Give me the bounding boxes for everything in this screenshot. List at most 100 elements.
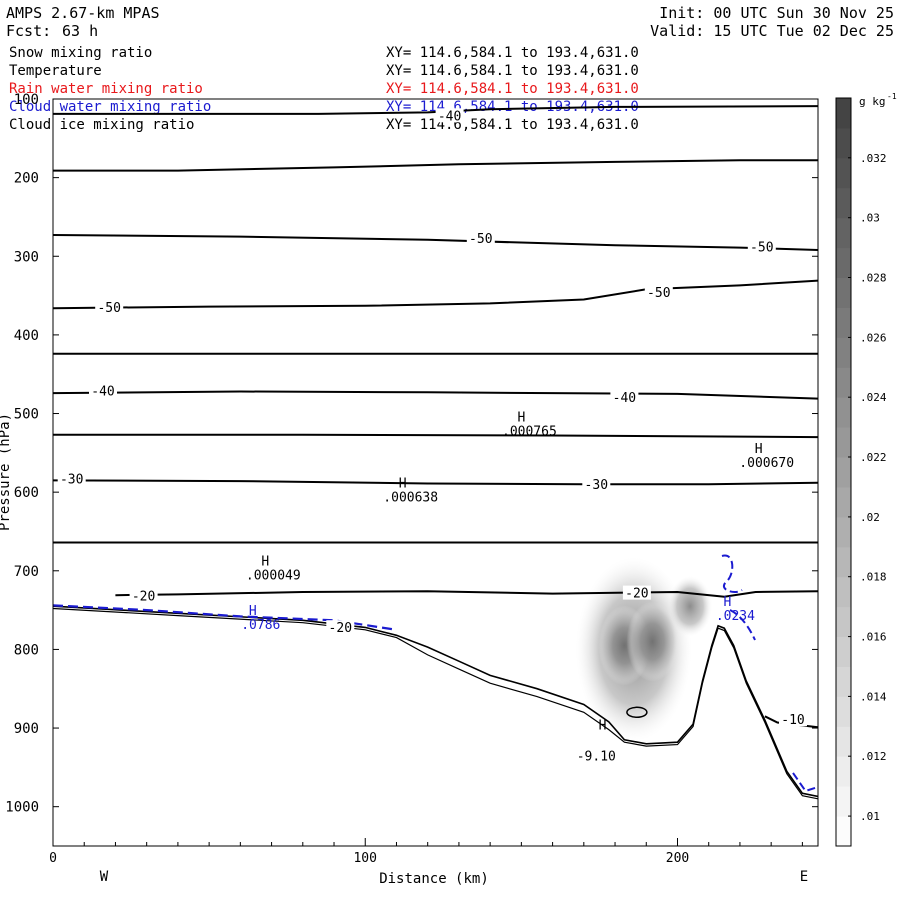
temperature-contour <box>53 433 818 439</box>
cloud-water-contour <box>721 554 743 593</box>
west-label: W <box>100 869 109 885</box>
contour-label: -40 <box>613 391 636 406</box>
contour-label-bg <box>57 471 86 486</box>
colorbar-swatch <box>836 606 851 637</box>
maxima-markers: H.000765H.000670H.000638H.000049H.0786H.… <box>241 410 794 733</box>
colorbar-swatch <box>836 127 851 159</box>
field-xy-range: XY= 114.6,584.1 to 193.4,631.0 <box>386 45 639 61</box>
max-marker: H <box>723 595 731 610</box>
colorbar-swatch <box>836 786 851 817</box>
x-tick-label: 100 <box>353 851 376 866</box>
field-name: Snow mixing ratio <box>9 45 153 61</box>
y-tick-label: 800 <box>14 642 39 658</box>
model-title: AMPS 2.67-km MPAS <box>6 4 160 22</box>
y-tick-label: 900 <box>14 721 39 737</box>
colorbar-swatch <box>836 756 851 787</box>
colorbar-swatch <box>836 636 851 667</box>
contour-label: -20 <box>329 621 352 636</box>
colorbar-swatch <box>836 816 851 847</box>
field-name: Temperature <box>9 63 102 79</box>
max-marker: H <box>399 476 407 491</box>
contour-label-bg <box>95 300 124 315</box>
cloud-water-contour <box>53 604 397 631</box>
y-tick-label: 700 <box>14 564 39 580</box>
colorbar-swatch <box>836 307 851 338</box>
colorbar-swatch <box>836 337 851 368</box>
max-value: .000765 <box>502 424 557 439</box>
contour-label: -50 <box>97 301 120 316</box>
terrain-layer <box>53 554 818 800</box>
y-tick-label: 200 <box>14 171 39 187</box>
contour-label: -50 <box>469 232 492 247</box>
contour-label-bg <box>466 231 495 245</box>
terrain-contour <box>53 607 818 800</box>
colorbar-swatch <box>836 696 851 727</box>
contour-label: -20 <box>132 590 155 605</box>
contour-label-bg <box>622 585 651 600</box>
temperature-contour <box>53 479 818 486</box>
max-value: .000049 <box>246 568 301 583</box>
contour-label: -9.10 <box>577 749 616 764</box>
colorbar-unit-exponent: -1 <box>887 92 897 101</box>
contour-label-bg <box>747 239 776 254</box>
contour-label: -40 <box>91 385 114 400</box>
y-tick-label: 100 <box>14 92 39 108</box>
colorbar-label: .024 <box>860 391 887 404</box>
max-value: .000638 <box>383 490 438 505</box>
forecast-label: Fcst: <box>6 22 52 40</box>
colorbar-swatch <box>836 247 851 278</box>
temperature-contour <box>53 279 818 310</box>
contour-label: -50 <box>750 241 773 256</box>
max-marker: H <box>261 554 269 569</box>
contour-label-bg <box>129 588 158 603</box>
contour-label-bg <box>574 748 619 763</box>
max-marker: H <box>755 442 763 457</box>
colorbar-swatch <box>836 666 851 697</box>
x-tick-label: 0 <box>49 851 57 866</box>
colorbar-swatch <box>836 726 851 757</box>
colorbar-unit: g kg <box>859 95 886 108</box>
colorbar-label: .02 <box>860 511 880 524</box>
snow-shade-max <box>626 601 679 682</box>
terrain-line <box>53 605 818 798</box>
temperature-contour <box>53 234 818 251</box>
colorbar-frame <box>835 97 852 847</box>
x-axis-label: Distance (km) <box>379 871 489 887</box>
colorbar-swatch <box>836 367 851 398</box>
contour-label-bg <box>644 285 673 300</box>
colorbar-swatch <box>836 427 851 458</box>
colorbar-swatch <box>836 576 851 608</box>
colorbar-label: .018 <box>860 571 887 584</box>
closed-contour <box>626 706 648 719</box>
colorbar-swatch <box>836 187 851 219</box>
contour-label-bg <box>779 712 807 727</box>
contour-label: -30 <box>60 473 83 488</box>
colorbar-swatch <box>836 277 851 308</box>
valid-time: Valid: 15 UTC Tue 02 Dec 25 <box>650 22 894 40</box>
contour-label-bg <box>610 389 639 404</box>
contour-labels: -40 -50 -50 -50 -50 -40 -40 -30 -30 -20 -20 -20 -10 -… <box>57 108 807 764</box>
colorbar-swatch <box>836 397 851 428</box>
contour-label-bg <box>582 477 611 492</box>
contour-label-bg <box>326 620 355 635</box>
max-marker: H <box>599 719 607 734</box>
colorbar-label: .032 <box>860 152 887 165</box>
contour-label: -40 <box>438 109 461 124</box>
colorbar: .01 .012 .014 .016 .018 .02 .022 .024 .026 .028 .0… <box>835 92 897 847</box>
y-axis-label: Pressure (hPa) <box>0 413 13 531</box>
cloud-water-contour <box>729 609 756 641</box>
colorbar-swatch <box>836 457 851 488</box>
colorbar-swatch <box>836 546 851 578</box>
contour-label: -30 <box>585 478 608 493</box>
plot-frame <box>52 98 819 847</box>
max-value: .0786 <box>241 618 280 633</box>
contour-label-bg <box>435 108 464 123</box>
max-marker: H <box>249 604 257 619</box>
max-value: .0234 <box>716 609 755 624</box>
contour-label: -10 <box>781 713 804 728</box>
contour-label: -50 <box>647 286 670 301</box>
snow-shade-region <box>668 576 712 637</box>
y-tick-label: 400 <box>14 328 39 344</box>
colorbar-label: .03 <box>860 212 880 225</box>
temperature-contour <box>115 590 818 598</box>
